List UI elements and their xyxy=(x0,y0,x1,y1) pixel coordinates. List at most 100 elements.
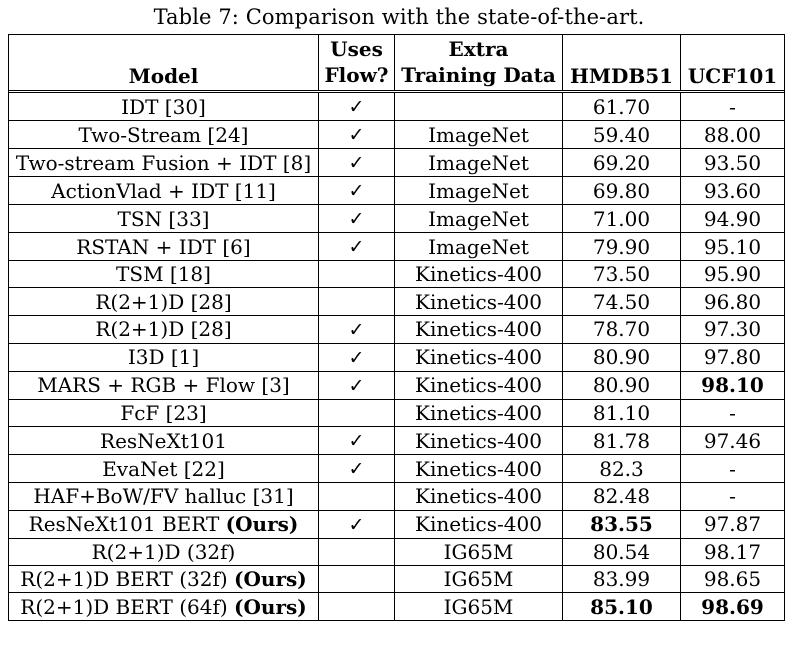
hmdb51-value: 79.90 xyxy=(592,234,651,259)
cell-ucf101: 98.69 xyxy=(680,592,785,621)
header-uses-flow-line-1: Uses xyxy=(330,37,383,61)
checkmark-icon: ✓ xyxy=(348,180,365,202)
header-extra-line-1: Extra xyxy=(448,37,509,61)
cell-ucf101: 97.46 xyxy=(680,426,785,456)
hmdb51-value: 82.48 xyxy=(592,484,651,509)
cell-hmdb51: 81.78 xyxy=(562,426,681,456)
cell-hmdb51: 74.50 xyxy=(562,287,681,316)
cell-model: ResNeXt101 xyxy=(8,426,319,456)
cell-extra-training-data: Kinetics-400 xyxy=(394,342,563,372)
ucf101-value: 93.60 xyxy=(703,178,762,203)
cell-uses-flow: ✓ xyxy=(318,314,395,344)
extra-training-data-value: IG65M xyxy=(443,539,514,564)
model-name: TSN [33] xyxy=(117,206,210,231)
cell-hmdb51: 69.80 xyxy=(562,176,681,205)
model-name: I3D [1] xyxy=(127,345,200,370)
header-uses-flow-line-2: Flow? xyxy=(324,63,389,87)
cell-extra-training-data: Kinetics-400 xyxy=(394,454,563,484)
table-row: EvaNet [22] ✓ Kinetics-400 82.3 - xyxy=(8,454,785,484)
cell-uses-flow xyxy=(318,259,395,289)
cell-ucf101: - xyxy=(680,92,785,121)
cell-uses-flow xyxy=(318,398,395,428)
checkmark-icon: ✓ xyxy=(348,513,365,536)
hmdb51-value: 83.55 xyxy=(590,512,653,537)
model-name: TSM [18] xyxy=(116,262,211,287)
cell-hmdb51: 82.3 xyxy=(562,454,681,484)
table-row: Two-Stream [24] ✓ ImageNet 59.40 88.00 xyxy=(8,120,785,149)
hmdb51-value: 78.70 xyxy=(592,317,651,342)
extra-training-data-value: ImageNet xyxy=(428,178,529,203)
cell-hmdb51: 83.99 xyxy=(562,564,681,594)
extra-training-data-value: ImageNet xyxy=(428,234,529,259)
ucf101-value: - xyxy=(729,456,736,481)
extra-training-data-value: Kinetics-400 xyxy=(415,373,542,398)
cell-extra-training-data: Kinetics-400 xyxy=(394,314,563,344)
ucf101-value: 94.90 xyxy=(703,206,762,231)
cell-hmdb51: 83.55 xyxy=(562,509,681,539)
cell-uses-flow xyxy=(318,482,395,511)
cell-uses-flow: ✓ xyxy=(318,426,395,456)
cell-hmdb51: 69.20 xyxy=(562,148,681,177)
cell-ucf101: 97.30 xyxy=(680,314,785,344)
table-row: RSTAN + IDT [6] ✓ ImageNet 79.90 95.10 xyxy=(8,232,785,261)
cell-model: HAF+BoW/FV halluc [31] xyxy=(8,482,319,511)
header-ucf101: UCF101 xyxy=(680,34,785,91)
ucf101-value: - xyxy=(729,94,736,119)
cell-model: EvaNet [22] xyxy=(8,454,319,484)
checkmark-icon: ✓ xyxy=(348,458,365,481)
ucf101-value: 88.00 xyxy=(703,122,762,147)
extra-training-data-value: Kinetics-400 xyxy=(415,289,542,314)
cell-ucf101: 98.17 xyxy=(680,537,785,566)
cell-hmdb51: 61.70 xyxy=(562,92,681,121)
extra-training-data-value: ImageNet xyxy=(428,150,529,175)
cell-model: R(2+1)D BERT (64f) (Ours) xyxy=(8,592,319,621)
cell-ucf101: 95.90 xyxy=(680,259,785,289)
cell-ucf101: 93.50 xyxy=(680,148,785,177)
cell-extra-training-data: Kinetics-400 xyxy=(394,370,563,400)
header-ucf101-label: UCF101 xyxy=(687,64,778,88)
hmdb51-value: 61.70 xyxy=(592,94,651,119)
table-header: Model Uses Flow? Extra Training Data HMD… xyxy=(8,34,785,93)
hmdb51-value: 80.90 xyxy=(592,345,651,370)
cell-ucf101: - xyxy=(680,482,785,511)
ucf101-value: - xyxy=(729,400,736,425)
extra-training-data-value: Kinetics-400 xyxy=(415,262,542,287)
cell-extra-training-data: IG65M xyxy=(394,592,563,621)
checkmark-icon: ✓ xyxy=(348,96,365,118)
cell-hmdb51: 80.54 xyxy=(562,537,681,566)
table-row: R(2+1)D BERT (32f) (Ours) IG65M 83.99 98.65 xyxy=(8,564,785,594)
table-row: ResNeXt101 ✓ Kinetics-400 81.78 97.46 xyxy=(8,426,785,456)
table-row: R(2+1)D BERT (64f) (Ours) IG65M 85.10 98.69 xyxy=(8,592,785,621)
extra-training-data-value: Kinetics-400 xyxy=(415,428,542,453)
cell-hmdb51: 73.50 xyxy=(562,259,681,289)
cell-extra-training-data: ImageNet xyxy=(394,176,563,205)
ucf101-value: 93.50 xyxy=(703,150,762,175)
model-name: EvaNet [22] xyxy=(102,456,225,481)
hmdb51-value: 69.80 xyxy=(592,178,651,203)
cell-extra-training-data: Kinetics-400 xyxy=(394,259,563,289)
cell-extra-training-data: ImageNet xyxy=(394,204,563,233)
cell-uses-flow: ✓ xyxy=(318,370,395,400)
cell-uses-flow: ✓ xyxy=(318,148,395,177)
checkmark-icon: ✓ xyxy=(348,152,365,174)
cell-uses-flow: ✓ xyxy=(318,509,395,539)
hmdb51-value: 73.50 xyxy=(592,262,651,287)
model-name: Two-stream Fusion + IDT [8] xyxy=(15,150,312,175)
ucf101-value: 98.10 xyxy=(701,373,764,398)
checkmark-icon: ✓ xyxy=(348,236,365,258)
cell-model: R(2+1)D (32f) xyxy=(8,537,319,566)
hmdb51-value: 82.3 xyxy=(599,456,644,481)
extra-training-data-value: Kinetics-400 xyxy=(415,456,542,481)
cell-uses-flow xyxy=(318,287,395,316)
header-row: Model Uses Flow? Extra Training Data HMD… xyxy=(8,34,785,91)
extra-training-data-value: ImageNet xyxy=(428,122,529,147)
checkmark-icon: ✓ xyxy=(348,318,365,341)
cell-model: I3D [1] xyxy=(8,342,319,372)
checkmark-icon: ✓ xyxy=(348,124,365,146)
cell-uses-flow: ✓ xyxy=(318,92,395,121)
cell-model: R(2+1)D [28] xyxy=(8,314,319,344)
cell-extra-training-data: IG65M xyxy=(394,564,563,594)
table-row: R(2+1)D [28] Kinetics-400 74.50 96.80 xyxy=(8,287,785,316)
table-body: IDT [30] ✓ 61.70 - Two-Stream [24] ✓ ImageNet 5… xyxy=(8,92,785,621)
